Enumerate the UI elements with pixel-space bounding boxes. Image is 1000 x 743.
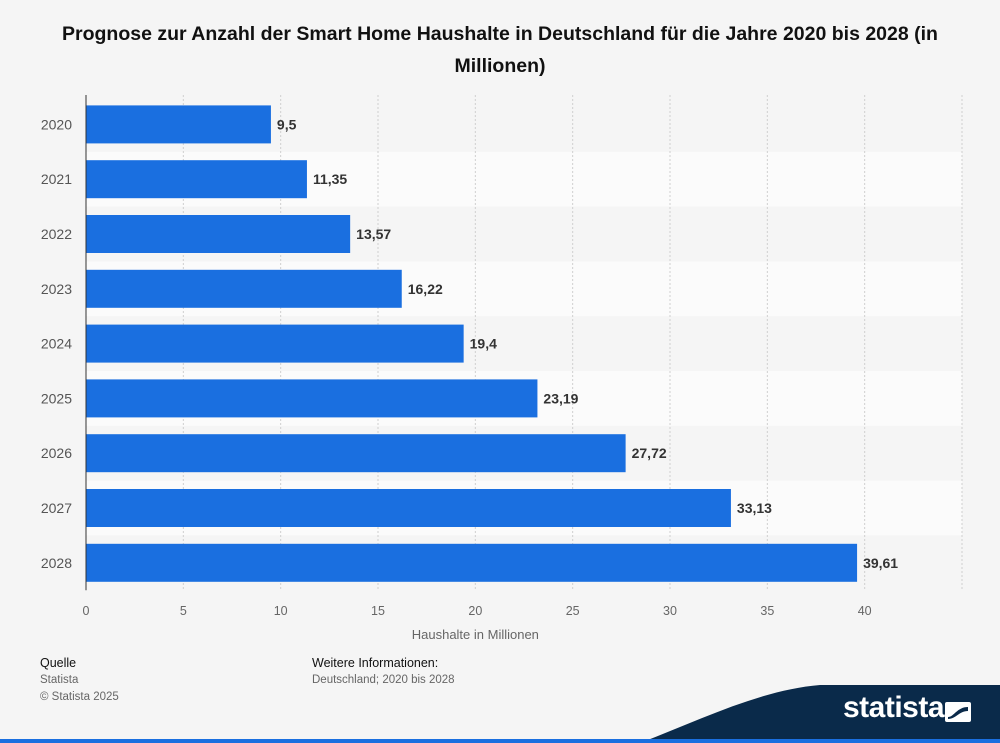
value-labels: 9,5 11,35 13,57 16,22 19,4 23,19 27,72 33,13 39,… bbox=[277, 116, 898, 570]
bar-2021[interactable] bbox=[86, 160, 307, 199]
bar-2022[interactable] bbox=[86, 215, 351, 253]
info-heading: Weitere Informationen: bbox=[312, 656, 439, 670]
x-tick-20: 20 bbox=[468, 604, 482, 618]
x-tick-25: 25 bbox=[566, 604, 580, 618]
value-label-2027: 33,13 bbox=[737, 500, 772, 516]
x-tick-30: 30 bbox=[663, 604, 677, 618]
category-label-2021: 2021 bbox=[41, 171, 72, 187]
x-tick-35: 35 bbox=[760, 604, 774, 618]
source-name[interactable]: Statista bbox=[40, 674, 79, 686]
bar-2028[interactable] bbox=[86, 543, 858, 582]
info-text: Deutschland; 2020 bis 2028 bbox=[312, 674, 455, 686]
x-tick-0: 0 bbox=[83, 604, 90, 618]
category-labels: 2020 2021 2022 2023 2024 2025 2026 2027 2028 bbox=[41, 116, 72, 570]
bar-2027[interactable] bbox=[86, 489, 731, 527]
value-label-2022: 13,57 bbox=[356, 226, 391, 242]
bar-2024[interactable] bbox=[86, 324, 464, 363]
value-label-2025: 23,19 bbox=[543, 390, 578, 406]
bar-2025[interactable] bbox=[86, 379, 538, 418]
value-label-2028: 39,61 bbox=[863, 555, 898, 571]
bars bbox=[86, 105, 858, 582]
source-block: Quelle Statista © Statista 2025 bbox=[40, 655, 119, 706]
category-label-2022: 2022 bbox=[41, 226, 72, 242]
category-label-2024: 2024 bbox=[41, 336, 72, 352]
bar-2020[interactable] bbox=[86, 105, 271, 144]
category-label-2026: 2026 bbox=[41, 445, 72, 461]
x-tick-5: 5 bbox=[180, 604, 187, 618]
category-label-2028: 2028 bbox=[41, 555, 72, 571]
x-axis-title: Haushalte in Millionen bbox=[412, 627, 539, 642]
source-heading: Quelle bbox=[40, 656, 77, 670]
x-tick-labels: 0 5 10 15 20 25 30 35 40 bbox=[83, 604, 872, 618]
more-info-block: Weitere Informationen: Deutschland; 2020… bbox=[312, 655, 455, 689]
category-label-2020: 2020 bbox=[41, 116, 72, 132]
statista-logo-text[interactable]: statista bbox=[843, 691, 945, 724]
chart-title: Prognose zur Anzahl der Smart Home Haush… bbox=[62, 23, 938, 77]
value-label-2021: 11,35 bbox=[313, 171, 347, 187]
x-tick-40: 40 bbox=[858, 604, 872, 618]
category-label-2027: 2027 bbox=[41, 500, 72, 516]
statista-logo-icon bbox=[945, 702, 971, 722]
value-label-2026: 27,72 bbox=[632, 445, 667, 461]
bar-chart: 9,5 11,35 13,57 16,22 19,4 23,19 27,72 33,13 39,… bbox=[41, 95, 963, 642]
category-label-2023: 2023 bbox=[41, 281, 72, 297]
value-label-2023: 16,22 bbox=[408, 281, 443, 297]
copyright: © Statista 2025 bbox=[40, 691, 119, 703]
value-label-2024: 19,4 bbox=[470, 336, 497, 352]
x-tick-10: 10 bbox=[274, 604, 288, 618]
x-tick-15: 15 bbox=[371, 604, 385, 618]
bar-2026[interactable] bbox=[86, 434, 626, 473]
value-label-2020: 9,5 bbox=[277, 116, 297, 132]
bar-2023[interactable] bbox=[86, 269, 402, 308]
category-label-2025: 2025 bbox=[41, 390, 72, 406]
